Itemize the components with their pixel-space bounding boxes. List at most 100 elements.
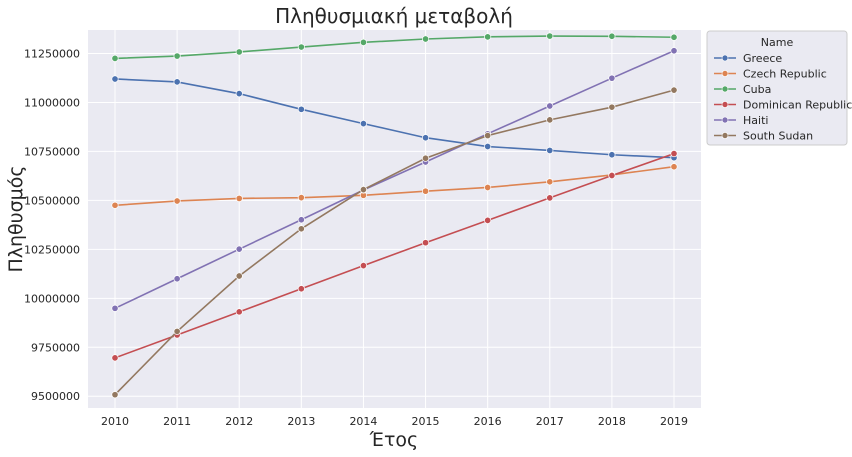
data-point — [111, 304, 119, 312]
data-point — [235, 48, 243, 56]
y-tick-label: 9750000 — [31, 341, 80, 354]
legend-title: Name — [761, 36, 794, 49]
data-point — [608, 32, 616, 40]
x-tick-label: 2017 — [536, 415, 564, 428]
grid-lines — [88, 30, 701, 408]
x-tick-label: 2015 — [412, 415, 440, 428]
legend-label: South Sudan — [743, 130, 813, 143]
data-point — [670, 163, 678, 171]
x-tick-label: 2016 — [474, 415, 502, 428]
series-cuba — [111, 32, 678, 62]
x-tick-label: 2013 — [287, 415, 315, 428]
data-point — [173, 197, 181, 205]
series-line — [114, 152, 675, 359]
series-line — [114, 35, 675, 60]
legend-label: Czech Republic — [743, 68, 827, 81]
data-point — [297, 285, 305, 293]
legend-item: Dominican Republic — [714, 99, 852, 112]
y-tick-label: 9500000 — [31, 390, 80, 403]
data-point — [484, 183, 492, 192]
plot-background — [88, 30, 701, 408]
series-south-sudan — [111, 86, 678, 399]
y-tick-label: 11250000 — [24, 48, 80, 61]
data-point — [422, 187, 430, 195]
series-line — [114, 78, 675, 159]
legend-swatch-marker — [721, 85, 729, 93]
legend-label: Cuba — [743, 83, 771, 96]
data-point — [484, 142, 492, 151]
data-point — [235, 308, 243, 316]
data-point — [484, 216, 492, 224]
legend-swatch-marker — [721, 132, 729, 139]
data-point — [359, 186, 367, 194]
data-point — [173, 327, 181, 335]
data-point — [111, 391, 119, 399]
data-point — [297, 194, 305, 202]
data-point — [670, 33, 678, 41]
data-point — [422, 134, 430, 142]
data-point — [608, 171, 616, 180]
x-tick-label: 2010 — [101, 415, 129, 428]
series-line — [114, 165, 675, 207]
data-point — [173, 78, 181, 86]
data-point — [111, 354, 119, 362]
data-point — [422, 239, 430, 247]
legend-item: Haiti — [714, 114, 768, 127]
y-tick-label: 11000000 — [24, 96, 80, 109]
data-point — [546, 146, 554, 155]
x-axis-label: Έτος — [369, 429, 418, 451]
data-point — [670, 150, 678, 158]
chart-title: Πληθυσμιακή μεταβολή — [275, 4, 513, 28]
data-point — [546, 102, 554, 110]
data-point — [111, 54, 119, 62]
series-haiti — [111, 47, 678, 312]
legend-swatch-marker — [721, 116, 729, 124]
x-tick-label: 2018 — [598, 415, 626, 428]
legend-swatch-marker — [721, 70, 729, 77]
data-point — [670, 47, 678, 55]
data-point — [297, 216, 305, 224]
y-tick-label: 10750000 — [24, 145, 80, 158]
data-point — [608, 151, 616, 159]
legend-item: South Sudan — [714, 130, 813, 143]
data-point — [608, 74, 616, 82]
y-axis-label: Πληθυσμός — [5, 165, 27, 272]
legend-swatch-marker — [721, 54, 729, 62]
data-point — [235, 90, 243, 98]
x-tick-label: 2011 — [163, 415, 191, 428]
legend-label: Greece — [743, 52, 782, 65]
data-point — [173, 52, 181, 60]
legend-items: Greece Czech Republic Cuba Dominican Republ… — [714, 52, 852, 143]
legend-item: Cuba — [714, 83, 771, 96]
series-line — [114, 50, 675, 310]
data-point — [297, 43, 305, 51]
legend-box — [706, 30, 848, 146]
series-dominican-republic — [111, 150, 678, 362]
legend: Name Greece Czech Republic Cuba Dominican R… — [706, 30, 852, 146]
data-point — [359, 262, 367, 270]
legend-label: Dominican Republic — [743, 99, 852, 112]
data-point — [546, 32, 554, 40]
data-point — [111, 201, 119, 209]
legend-label: Haiti — [743, 114, 768, 127]
data-point — [546, 116, 554, 124]
data-point — [235, 272, 243, 280]
x-axis-ticks: 2010 2011 2012 2013 2014 2015 2016 2017 2018 2019 — [101, 415, 688, 428]
data-point — [546, 178, 554, 186]
data-point — [111, 75, 119, 83]
x-tick-label: 2012 — [225, 415, 253, 428]
y-tick-label: 10250000 — [24, 243, 80, 256]
x-tick-label: 2014 — [349, 415, 377, 428]
legend-item: Greece — [714, 52, 782, 65]
data-point — [608, 103, 616, 111]
data-point — [359, 120, 367, 128]
data-point — [422, 154, 430, 162]
data-point — [235, 194, 243, 202]
data-point — [297, 225, 305, 233]
data-point — [484, 33, 492, 41]
y-tick-label: 10000000 — [24, 292, 80, 305]
data-point — [297, 105, 305, 113]
data-point — [359, 38, 367, 46]
data-point — [670, 86, 678, 94]
